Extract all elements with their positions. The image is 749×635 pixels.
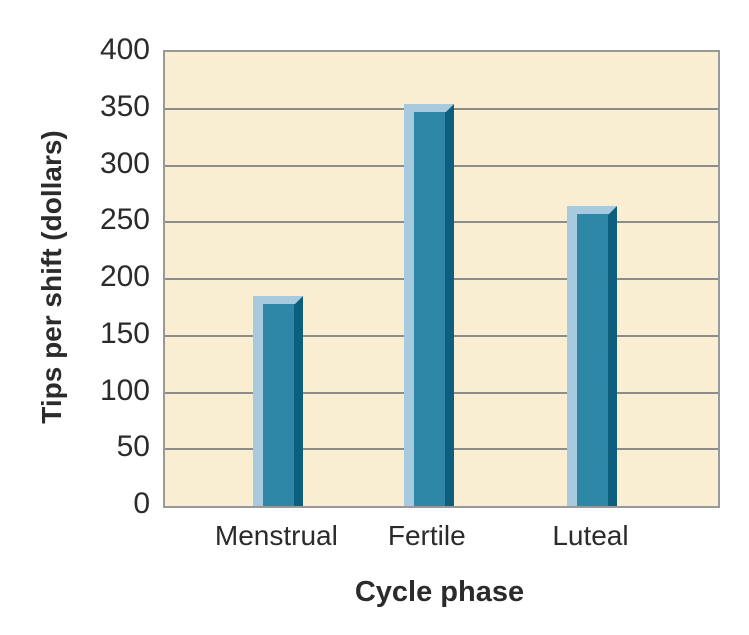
bar-left-highlight [567, 206, 577, 506]
y-tick-label: 100 [99, 373, 150, 407]
category-label-menstrual: Menstrual [214, 520, 338, 551]
bar-right-shadow [608, 206, 617, 506]
y-tick-label: 400 [99, 33, 150, 66]
bar-left-highlight [404, 104, 414, 506]
plot-area [163, 50, 720, 508]
bar-luteal [567, 206, 617, 506]
y-tick-label: 0 [133, 487, 150, 520]
y-tick-label: 50 [116, 430, 150, 464]
bar-menstrual [253, 296, 303, 506]
bar-top-highlight [567, 206, 617, 214]
bar-right-shadow [445, 104, 454, 506]
y-tick-label: 350 [99, 89, 150, 123]
category-label-luteal: Luteal [552, 520, 629, 551]
category-label-fertile: Fertile [387, 520, 466, 551]
bar-top-highlight [404, 104, 454, 112]
bar-top-highlight [253, 296, 303, 304]
y-tick-label: 150 [99, 316, 150, 350]
y-tick-label: 200 [99, 260, 150, 293]
bar-fertile [404, 104, 454, 506]
x-axis-title: Cycle phase [354, 576, 525, 608]
y-tick-label: 250 [99, 203, 150, 237]
bar-right-shadow [294, 296, 303, 506]
bar-left-highlight [253, 296, 263, 506]
y-tick-label: 300 [99, 146, 150, 180]
